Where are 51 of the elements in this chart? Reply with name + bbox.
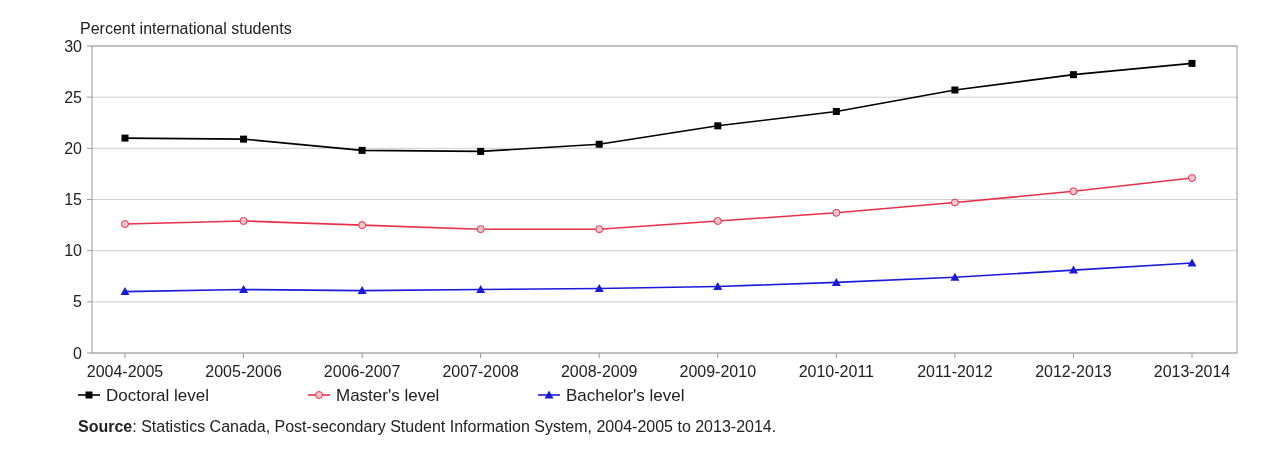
- point: [950, 272, 960, 281]
- x-tick-label: 2012-2013: [1035, 363, 1112, 380]
- point: [358, 221, 367, 230]
- point: [1069, 187, 1078, 196]
- point: [1188, 174, 1196, 183]
- legend-label: Master's level: [336, 385, 440, 405]
- x-tick-label: 2009-2010: [679, 363, 757, 380]
- y-tick-label: 25: [64, 88, 83, 106]
- point: [476, 285, 486, 294]
- x-tick-label: 2004-2005: [86, 363, 164, 380]
- y-tick-label: 0: [73, 344, 83, 362]
- point: [239, 285, 249, 294]
- point: [121, 134, 129, 142]
- point: [1069, 71, 1077, 79]
- legend-label: Doctoral level: [106, 385, 209, 405]
- point: [832, 208, 841, 217]
- x-tick-label: 2007-2008: [442, 363, 520, 380]
- point: [477, 147, 485, 155]
- source-note: Source: Statistics Canada, Post-secondary Student Information System, 2004-2005 to 2013-2014.: [78, 418, 777, 435]
- x-tick-label: 2006-2007: [323, 363, 401, 380]
- point: [595, 225, 604, 234]
- x-tick-label: 2008-2009: [560, 363, 638, 380]
- point: [595, 140, 603, 148]
- x-tick-label: 2010-2011: [798, 363, 875, 380]
- y-axis-title: Percent international students: [80, 20, 292, 37]
- point: [713, 281, 723, 290]
- point: [120, 287, 130, 296]
- point: [831, 277, 841, 286]
- point: [358, 146, 366, 154]
- y-tick-label: 5: [73, 293, 83, 311]
- y-tick-label: 10: [64, 242, 83, 260]
- y-tick-label: 30: [64, 37, 83, 55]
- point: [239, 216, 248, 225]
- point: [1188, 59, 1196, 67]
- point: [713, 216, 722, 225]
- y-tick-label: 15: [64, 191, 83, 209]
- y-tick-label: 20: [64, 139, 83, 157]
- point: [951, 86, 959, 94]
- point: [121, 220, 129, 229]
- point: [714, 122, 722, 130]
- x-tick-label: 2011-2012: [917, 363, 993, 380]
- point: [832, 107, 840, 115]
- point: [476, 225, 485, 234]
- legend-label: Bachelor's level: [566, 385, 685, 405]
- point: [594, 284, 604, 293]
- x-tick-label: 2013-2014: [1153, 363, 1231, 380]
- point: [950, 198, 959, 207]
- x-tick-label: 2005-2006: [205, 363, 282, 380]
- point: [240, 135, 248, 143]
- point: [357, 286, 367, 295]
- point: [1068, 265, 1078, 274]
